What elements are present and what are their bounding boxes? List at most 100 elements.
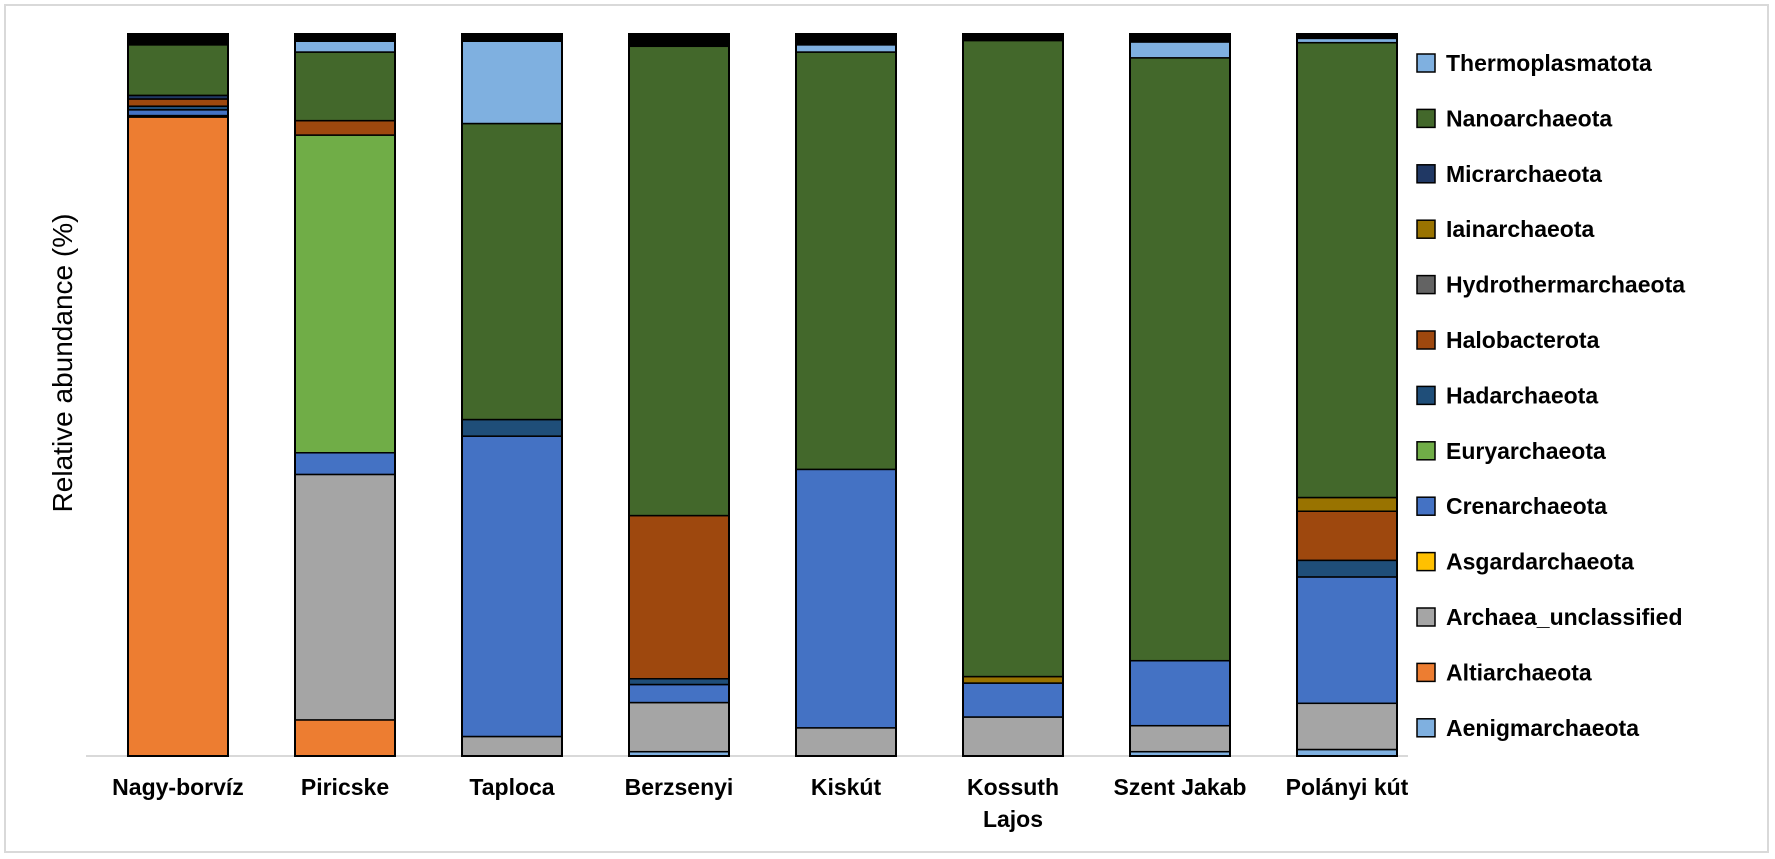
bar-segment-pol-nyi-k-t-iainarchaeota [1296, 496, 1398, 512]
bar-kisk-t [795, 33, 897, 757]
bar-outline-kossuth-lajos [962, 33, 1064, 757]
bar-segment-szent-jakab-crenarchaeota [1129, 659, 1231, 727]
legend-label-nanoarchaeota: Nanoarchaeota [1446, 105, 1612, 131]
legend-item-archaea-unclassified: Archaea_unclassified [1416, 604, 1683, 630]
legend: Thermoplasmatota Nanoarchaeota Micrarchaeo… [1416, 50, 1685, 741]
legend-swatch-asgardarchaeota [1416, 551, 1436, 572]
bar-segment-piricske-nanoarchaeota [294, 51, 396, 122]
legend-item-nanoarchaeota: Nanoarchaeota [1416, 105, 1612, 131]
legend-swatch-nanoarchaeota [1416, 108, 1436, 129]
bar-segment-berzsenyi-halobacterota [628, 514, 730, 680]
x-tick-label-kisk-t: Kiskút [811, 774, 882, 800]
bar-segment-nagy-borv-z-series-13 [127, 33, 229, 45]
bar-segment-kossuth-lajos-archaea-unclassified [962, 716, 1064, 757]
bar-segment-berzsenyi-series-13 [628, 33, 730, 48]
bar-segment-szent-jakab-nanoarchaeota [1129, 57, 1231, 662]
bar-segment-pol-nyi-k-t-crenarchaeota [1296, 576, 1398, 705]
legend-swatch-euryarchaeota [1416, 441, 1436, 461]
legend-label-archaea-unclassified: Archaea_unclassified [1446, 604, 1683, 630]
bar-segment-piricske-euryarchaeota [294, 134, 396, 454]
bar-piricske [294, 33, 396, 757]
bar-taploca [461, 33, 563, 757]
bar-szent-jakab [1129, 33, 1231, 757]
bar-segment-piricske-series-13 [294, 33, 396, 42]
bar-outline-berzsenyi [628, 33, 730, 757]
bar-kossuth-lajos [962, 33, 1064, 757]
legend-item-asgardarchaeota: Asgardarchaeota [1416, 549, 1634, 575]
bar-segment-szent-jakab-series-13 [1129, 33, 1231, 43]
bar-segment-kossuth-lajos-nanoarchaeota [962, 39, 1064, 678]
bar-segment-piricske-thermoplasmatota [294, 40, 396, 53]
bar-segment-berzsenyi-crenarchaeota [628, 683, 730, 704]
y-axis-label: Relative abundance (%) [47, 214, 78, 513]
bar-segment-taploca-series-13 [461, 33, 563, 42]
bar-segment-berzsenyi-hadarchaeota [628, 677, 730, 686]
x-tick-label-berzsenyi: Berzsenyi [625, 774, 734, 800]
legend-swatch-crenarchaeota [1416, 496, 1436, 516]
bar-segment-pol-nyi-k-t-halobacterota [1296, 510, 1398, 562]
legend-label-crenarchaeota: Crenarchaeota [1446, 493, 1607, 519]
x-tick-label-pol-nyi-k-t: Polányi kút [1286, 774, 1409, 800]
legend-item-hydrothermarchaeota: Hydrothermarchaeota [1416, 272, 1685, 298]
bar-segment-taploca-crenarchaeota [461, 435, 563, 738]
bar-outline-taploca [461, 33, 563, 757]
legend-label-euryarchaeota: Euryarchaeota [1446, 438, 1606, 464]
legend-swatch-hydrothermarchaeota [1416, 274, 1436, 295]
bar-outline-pol-nyi-k-t [1296, 33, 1398, 757]
legend-swatch-micrarchaeota [1416, 164, 1436, 184]
legend-label-altiarchaeota: Altiarchaeota [1446, 659, 1592, 685]
legend-label-halobacterota: Halobacterota [1446, 327, 1600, 353]
legend-swatch-hadarchaeota [1416, 385, 1436, 406]
bar-segment-szent-jakab-archaea-unclassified [1129, 724, 1231, 753]
legend-item-aenigmarchaeota: Aenigmarchaeota [1416, 715, 1639, 741]
bars-group [127, 33, 1398, 757]
bar-segment-nagy-borv-z-halobacterota [127, 98, 229, 107]
bar-segment-berzsenyi-nanoarchaeota [628, 45, 730, 517]
legend-label-micrarchaeota: Micrarchaeota [1446, 161, 1602, 187]
bar-nagy-borv-z [127, 33, 229, 757]
bar-segment-piricske-crenarchaeota [294, 452, 396, 476]
bar-outline-nagy-borv-z [127, 33, 229, 757]
legend-item-crenarchaeota: Crenarchaeota [1416, 493, 1607, 519]
bar-outline-piricske [294, 33, 396, 757]
legend-item-euryarchaeota: Euryarchaeota [1416, 438, 1606, 464]
legend-item-hadarchaeota: Hadarchaeota [1416, 382, 1598, 408]
bar-pol-nyi-k-t [1296, 33, 1398, 757]
bar-segment-kisk-t-series-13 [795, 33, 897, 46]
x-tick-label-taploca: Taploca [469, 774, 554, 800]
x-tick-label-piricske: Piricske [301, 774, 389, 800]
bar-segment-nagy-borv-z-crenarchaeota [127, 109, 229, 117]
legend-item-thermoplasmatota: Thermoplasmatota [1416, 50, 1652, 76]
bar-segment-pol-nyi-k-t-nanoarchaeota [1296, 41, 1398, 499]
legend-swatch-altiarchaeota [1416, 662, 1436, 683]
bar-segment-pol-nyi-k-t-hadarchaeota [1296, 559, 1398, 578]
legend-label-iainarchaeota: Iainarchaeota [1446, 216, 1594, 242]
bar-berzsenyi [628, 33, 730, 757]
bar-segment-kossuth-lajos-crenarchaeota [962, 682, 1064, 718]
legend-swatch-archaea-unclassified [1416, 607, 1436, 627]
legend-swatch-halobacterota [1416, 330, 1436, 350]
x-tick-label-szent-jakab: Szent Jakab [1114, 774, 1247, 800]
bar-outline-szent-jakab [1129, 33, 1231, 757]
bar-segment-kossuth-lajos-iainarchaeota [962, 675, 1064, 684]
bar-segment-kisk-t-crenarchaeota [795, 468, 897, 729]
bar-segment-nagy-borv-z-altiarchaeota [127, 116, 229, 757]
bar-outline-kisk-t [795, 33, 897, 757]
bar-segment-taploca-archaea-unclassified [461, 735, 563, 757]
x-tick-label-nagy-borv-z: Nagy-borvíz [112, 774, 244, 800]
legend-label-thermoplasmatota: Thermoplasmatota [1446, 50, 1652, 76]
bar-segment-kisk-t-thermoplasmatota [795, 44, 897, 53]
legend-item-iainarchaeota: Iainarchaeota [1416, 216, 1594, 242]
bar-segment-taploca-hadarchaeota [461, 418, 563, 437]
bar-segment-piricske-halobacterota [294, 119, 396, 136]
legend-item-micrarchaeota: Micrarchaeota [1416, 161, 1602, 187]
legend-label-aenigmarchaeota: Aenigmarchaeota [1446, 715, 1639, 741]
bar-segment-kisk-t-nanoarchaeota [795, 51, 897, 471]
legend-swatch-iainarchaeota [1416, 219, 1436, 239]
bar-segment-taploca-nanoarchaeota [461, 122, 563, 421]
bar-segment-taploca-thermoplasmatota [461, 40, 563, 125]
bar-segment-pol-nyi-k-t-archaea-unclassified [1296, 702, 1398, 751]
x-tick-label-kossuth-lajos: Kossuth Lajos [967, 774, 1059, 832]
legend-item-halobacterota: Halobacterota [1416, 327, 1600, 353]
bar-segment-piricske-archaea-unclassified [294, 473, 396, 721]
